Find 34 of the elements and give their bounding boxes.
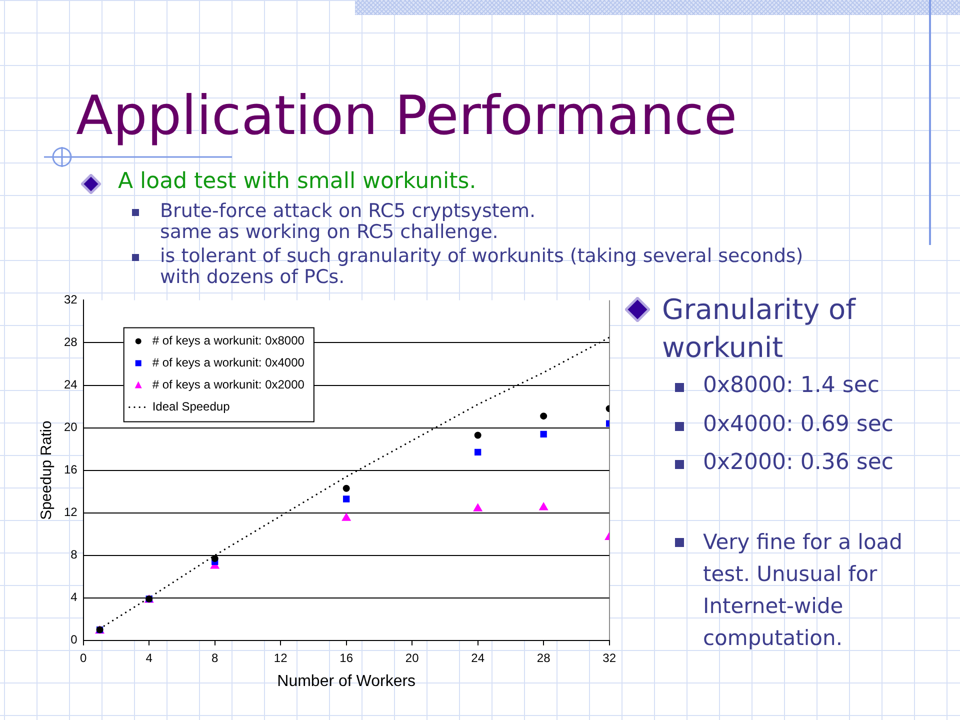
y-tick-label: 8 (70, 548, 78, 562)
chart-subtitle: A load test with small workunits. (118, 169, 476, 196)
x-tick-label: 8 (212, 650, 218, 665)
chart-title: Application Performance (76, 84, 738, 149)
legend-label: # of keys a workunit: 0x8000 (152, 334, 305, 348)
legend-label: Ideal Speedup (152, 400, 230, 414)
y-tick-label: 12 (64, 505, 78, 520)
x-tick-label: 24 (471, 650, 485, 665)
y-tick-label: 20 (64, 420, 78, 434)
y-tick-label: 16 (64, 462, 78, 477)
x-tick-label: 16 (340, 650, 354, 665)
x-tick-label: 12 (274, 650, 288, 665)
y-tick-label: 24 (64, 378, 78, 392)
y-tick-label: 4 (70, 590, 78, 604)
x-tick-label: 0 (80, 650, 88, 665)
y-tick-label: 0 (70, 632, 78, 647)
text: Granularity of workunit (662, 292, 857, 366)
text: Very fine for a load test. Unusual for Internet-wide computation. (703, 529, 904, 652)
text: is tolerant of such granularity of workunits (taking several seconds) with dozens of PCs. (160, 245, 804, 288)
x-tick-label: 32 (602, 650, 616, 665)
x-tick-label: 20 (405, 650, 420, 665)
text: 0x2000: 0.36 sec (703, 450, 894, 476)
text: 0x4000: 0.69 sec (703, 412, 894, 438)
text: same as working on RC5 challenge. (160, 221, 498, 243)
x-axis-title: Number of Workers (277, 672, 416, 690)
legend-label: # of keys a workunit: 0x2000 (152, 378, 305, 392)
text: 0x8000: 1.4 sec (703, 373, 880, 400)
legend-label: # of keys a workunit: 0x4000 (152, 356, 305, 370)
text: Brute-force attack on RC5 cryptsystem. (160, 200, 536, 222)
y-axis-title: Speedup Ratio (38, 420, 56, 520)
x-tick-label: 28 (536, 650, 551, 665)
y-tick-label: 28 (64, 335, 78, 350)
x-tick-label: 4 (146, 650, 153, 665)
y-tick-label: 32 (64, 292, 78, 307)
